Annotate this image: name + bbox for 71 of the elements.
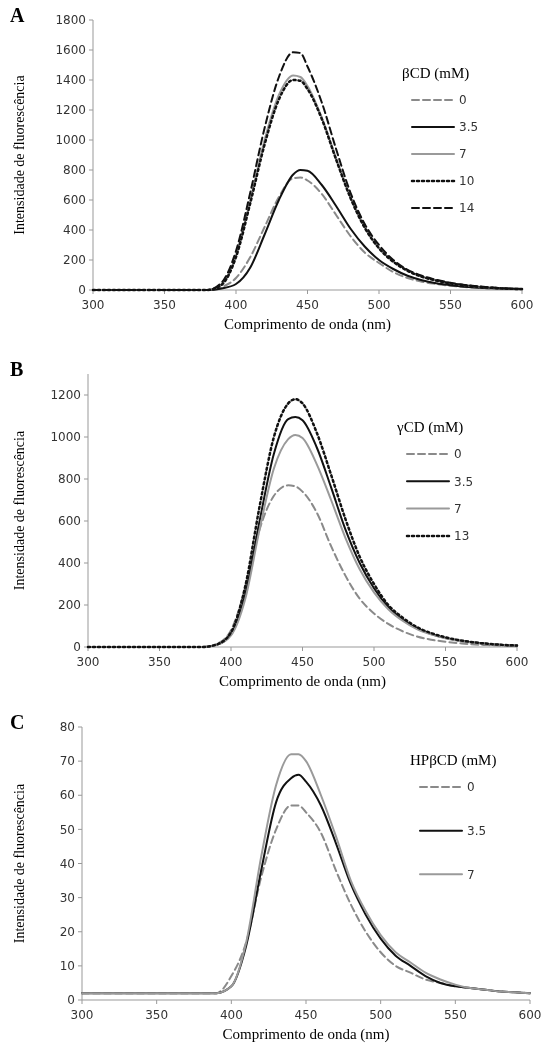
x-tick-label: 400 xyxy=(219,1008,243,1022)
legend-label: 3.5 xyxy=(459,120,479,135)
x-axis-title: Comprimento de onda (nm) xyxy=(218,673,387,690)
x-axis-title: Comprimento de onda (nm) xyxy=(223,316,392,333)
x-tick-label: 400 xyxy=(224,298,248,312)
legend-label: 14 xyxy=(459,201,475,216)
legend-label: 3.5 xyxy=(454,474,474,489)
y-axis-title: Intensidade de fluorescência xyxy=(12,430,27,591)
y-tick-label: 80 xyxy=(59,720,75,735)
y-axis-title: Intensidade de fluorescência xyxy=(12,74,27,235)
y-tick-label: 50 xyxy=(59,822,75,837)
legend-label: 10 xyxy=(459,174,475,189)
legend-label: 7 xyxy=(454,501,462,516)
y-tick-label: 800 xyxy=(63,163,86,178)
chart-title: A xyxy=(10,4,25,26)
legend-title: HPβCD (mM) xyxy=(410,752,497,769)
y-tick-label: 0 xyxy=(67,993,75,1008)
y-tick-label: 600 xyxy=(58,514,81,529)
x-tick-label: 500 xyxy=(369,1008,393,1022)
x-tick-label: 450 xyxy=(296,298,319,312)
y-tick-label: 1000 xyxy=(55,133,86,148)
legend-label: 13 xyxy=(454,529,470,544)
chart-title: C xyxy=(10,711,25,733)
y-tick-label: 1800 xyxy=(55,13,86,28)
y-tick-label: 40 xyxy=(59,856,75,871)
x-tick-label: 350 xyxy=(153,298,176,312)
x-tick-label: 300 xyxy=(81,298,105,312)
x-tick-label: 600 xyxy=(518,1008,542,1022)
y-tick-label: 1200 xyxy=(50,388,81,403)
legend-label: 0 xyxy=(459,93,467,108)
x-tick-label: 450 xyxy=(294,1008,318,1022)
x-tick-label: 600 xyxy=(505,655,529,669)
y-tick-label: 200 xyxy=(63,253,86,268)
y-tick-label: 60 xyxy=(59,788,75,803)
y-tick-label: 600 xyxy=(63,193,86,208)
x-tick-label: 500 xyxy=(367,298,391,312)
y-tick-label: 20 xyxy=(59,924,75,939)
y-tick-label: 1000 xyxy=(50,430,81,445)
legend-label: 0 xyxy=(467,780,475,795)
x-tick-label: 550 xyxy=(443,1008,467,1022)
y-tick-label: 70 xyxy=(59,754,75,769)
x-tick-label: 550 xyxy=(434,655,457,669)
y-tick-label: 1400 xyxy=(55,73,86,88)
legend-title: γCD (mM) xyxy=(396,419,464,436)
x-tick-label: 450 xyxy=(291,655,314,669)
x-tick-label: 350 xyxy=(148,655,171,669)
y-tick-label: 10 xyxy=(59,959,75,974)
x-axis-title: Comprimento de onda (nm) xyxy=(222,1026,390,1043)
y-axis-title: Intensidade de fluorescência xyxy=(12,783,27,944)
x-tick-label: 300 xyxy=(76,655,100,669)
x-tick-label: 550 xyxy=(439,298,462,312)
y-tick-label: 0 xyxy=(78,283,86,298)
y-tick-label: 30 xyxy=(59,890,75,905)
legend-label: 7 xyxy=(459,147,467,162)
legend-label: 7 xyxy=(467,867,475,882)
x-tick-label: 400 xyxy=(219,655,243,669)
y-tick-label: 400 xyxy=(58,556,81,571)
y-tick-label: 800 xyxy=(58,472,81,487)
y-tick-label: 400 xyxy=(63,223,86,238)
y-tick-label: 0 xyxy=(73,640,81,655)
y-tick-label: 1600 xyxy=(55,43,86,58)
x-tick-label: 500 xyxy=(362,655,386,669)
x-tick-label: 600 xyxy=(510,298,534,312)
legend-label: 0 xyxy=(454,447,462,462)
legend-title: βCD (mM) xyxy=(402,65,470,82)
chart-title: B xyxy=(10,358,24,380)
y-tick-label: 200 xyxy=(58,598,81,613)
legend-label: 3.5 xyxy=(467,823,487,838)
x-tick-label: 300 xyxy=(70,1008,94,1022)
y-tick-label: 1200 xyxy=(55,103,86,118)
x-tick-label: 350 xyxy=(145,1008,169,1022)
